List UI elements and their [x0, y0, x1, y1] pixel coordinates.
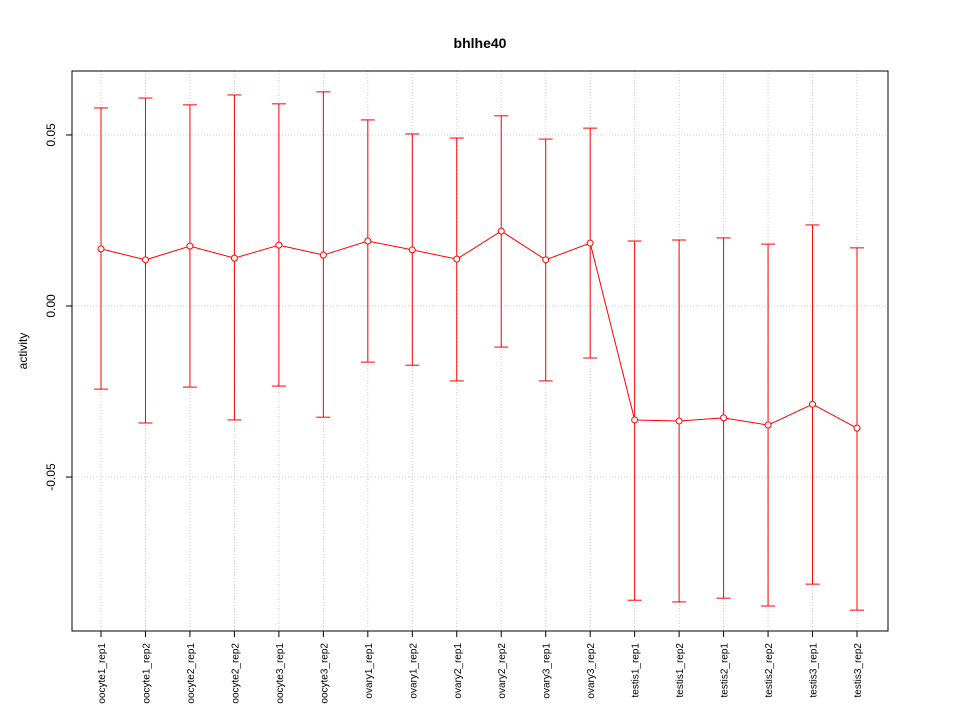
- data-point: [809, 400, 817, 408]
- chart-title: bhlhe40: [454, 35, 507, 51]
- x-tick-label: testis3_rep2: [853, 643, 864, 698]
- y-axis-label: activity: [16, 333, 30, 370]
- x-tick-label: oocyte1_rep1: [97, 643, 108, 704]
- x-tick-label: testis1_rep2: [675, 643, 686, 698]
- data-point: [453, 255, 461, 263]
- data-point: [230, 254, 238, 262]
- y-tick-label: -0.05: [44, 463, 58, 491]
- grid: [72, 71, 888, 631]
- x-tick-label: oocyte2_rep1: [186, 643, 197, 704]
- data-point: [186, 242, 194, 250]
- data-point: [319, 251, 327, 259]
- data-point: [275, 241, 283, 249]
- data-point: [631, 416, 639, 424]
- series: [94, 91, 864, 611]
- y-axis: -0.05 0.00 0.05: [44, 123, 73, 491]
- data-point: [853, 424, 861, 432]
- data-point: [720, 414, 728, 422]
- data-point: [497, 227, 505, 235]
- data-point: [764, 421, 772, 429]
- x-tick-label: ovary2_rep1: [453, 643, 464, 699]
- data-point: [408, 246, 416, 254]
- x-tick-label: ovary1_rep2: [408, 643, 419, 699]
- y-tick-label: 0.05: [44, 123, 58, 147]
- x-axis: oocyte1_rep1 oocyte1_rep2 oocyte2_rep1 oocy…: [97, 630, 864, 704]
- x-tick-label: testis3_rep1: [809, 643, 820, 698]
- x-tick-label: ovary3_rep1: [542, 643, 553, 699]
- x-tick-label: testis1_rep1: [631, 643, 642, 698]
- x-tick-label: testis2_rep2: [764, 643, 775, 698]
- x-tick-label: oocyte3_rep1: [275, 643, 286, 704]
- x-tick-label: oocyte2_rep2: [230, 643, 241, 704]
- x-tick-label: ovary2_rep2: [497, 643, 508, 699]
- data-point: [364, 237, 372, 245]
- data-point: [586, 239, 594, 247]
- x-tick-label: oocyte3_rep2: [319, 643, 330, 704]
- y-tick-label: 0.00: [44, 294, 58, 318]
- data-point: [97, 245, 105, 253]
- data-point: [141, 256, 149, 264]
- x-tick-label: ovary1_rep1: [364, 643, 375, 699]
- x-tick-label: testis2_rep1: [720, 643, 731, 698]
- x-tick-label: ovary3_rep2: [586, 643, 597, 699]
- data-point: [675, 417, 683, 425]
- plot-frame: [71, 70, 889, 632]
- x-tick-label: oocyte1_rep2: [141, 643, 152, 704]
- data-point: [542, 256, 550, 264]
- series-line: [100, 230, 858, 429]
